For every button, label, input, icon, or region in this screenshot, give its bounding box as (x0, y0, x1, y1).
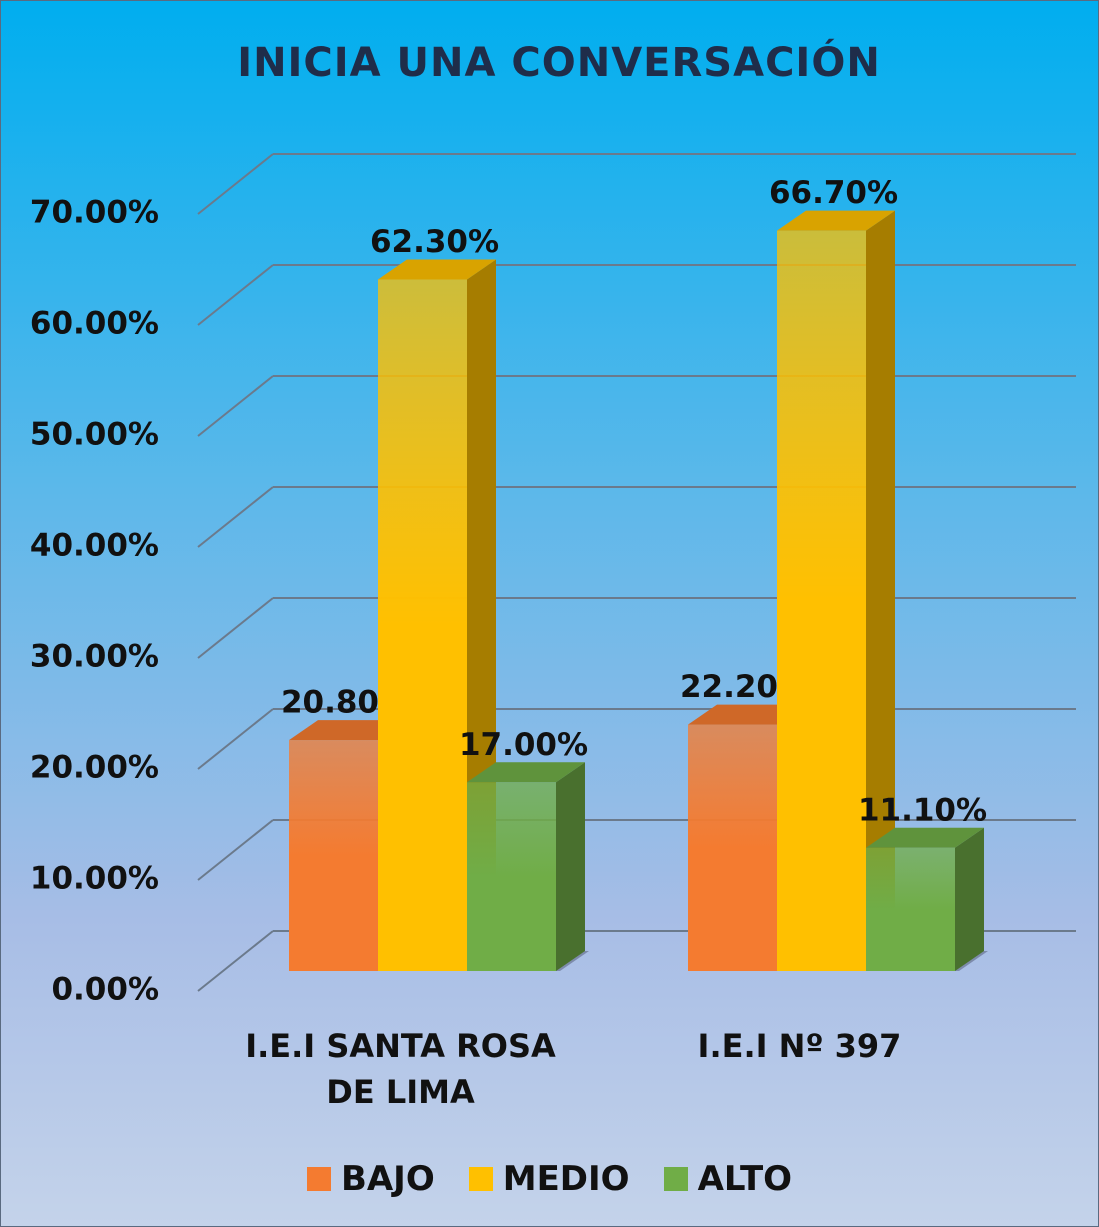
legend-item: MEDIO (468, 1159, 630, 1199)
bar-top-shade (289, 720, 407, 741)
y-tick-label: 40.00% (30, 528, 159, 564)
bar (688, 724, 777, 971)
legend-label: ALTO (697, 1159, 793, 1199)
bar-side-shade (556, 762, 585, 971)
bar (467, 782, 556, 971)
bar-top (289, 720, 407, 741)
bar-top-shade (866, 827, 984, 848)
y-tick-label: 30.00% (30, 639, 159, 675)
legend-swatch (468, 1167, 493, 1191)
bar-side-shade (866, 210, 895, 971)
bar-top (467, 762, 585, 783)
grid-depth-line (197, 597, 274, 659)
chart-title: INICIA UNA CONVERSACIÓN (237, 38, 881, 86)
bar-top (866, 827, 984, 848)
y-tick-label: 20.00% (30, 750, 159, 786)
data-label: 66.70% (769, 175, 898, 211)
y-tick-label: 0.00% (51, 972, 159, 1008)
legend-item: ALTO (663, 1159, 793, 1199)
bar (289, 740, 378, 971)
grid-depth-line (197, 486, 274, 548)
bar-side-shade (955, 827, 984, 971)
grid-depth-line (197, 708, 274, 770)
legend-item: BAJO (306, 1159, 435, 1199)
bar-top (688, 704, 806, 725)
grid-depth-line (197, 930, 274, 992)
legend-label: MEDIO (502, 1159, 630, 1199)
y-tick-label: 70.00% (30, 195, 159, 231)
legend-label: BAJO (340, 1159, 435, 1199)
grid-depth-line (197, 819, 274, 881)
legend-swatch (306, 1167, 331, 1191)
bar (378, 279, 467, 972)
x-tick-label: I.E.I SANTA ROSA DE LIMA (245, 1027, 556, 1111)
bar-top-shade (777, 210, 895, 231)
bar-side (556, 762, 585, 971)
bar-top-shade (378, 259, 496, 280)
y-tick-label: 10.00% (30, 861, 159, 897)
legend-swatch (663, 1167, 688, 1191)
bar (777, 230, 866, 971)
y-tick-label: 50.00% (30, 417, 159, 453)
grid-depth-line (197, 153, 274, 215)
data-label: 11.10% (858, 792, 987, 828)
bar-top-shade (688, 704, 806, 725)
bar (866, 847, 955, 971)
data-label: 17.00% (459, 727, 588, 763)
bar-side (955, 827, 984, 971)
data-label: 62.30% (370, 224, 499, 260)
x-tick-label: I.E.I Nº 397 (697, 1027, 902, 1065)
legend: BAJO MEDIO ALTO (1, 1159, 1098, 1199)
y-tick-label: 60.00% (30, 306, 159, 342)
grid-depth-line (197, 264, 274, 326)
grid-depth-line (197, 375, 274, 437)
bar-side (866, 210, 895, 971)
bar-top-shade (467, 762, 585, 783)
bar-top (378, 259, 496, 280)
bar-top (777, 210, 895, 231)
